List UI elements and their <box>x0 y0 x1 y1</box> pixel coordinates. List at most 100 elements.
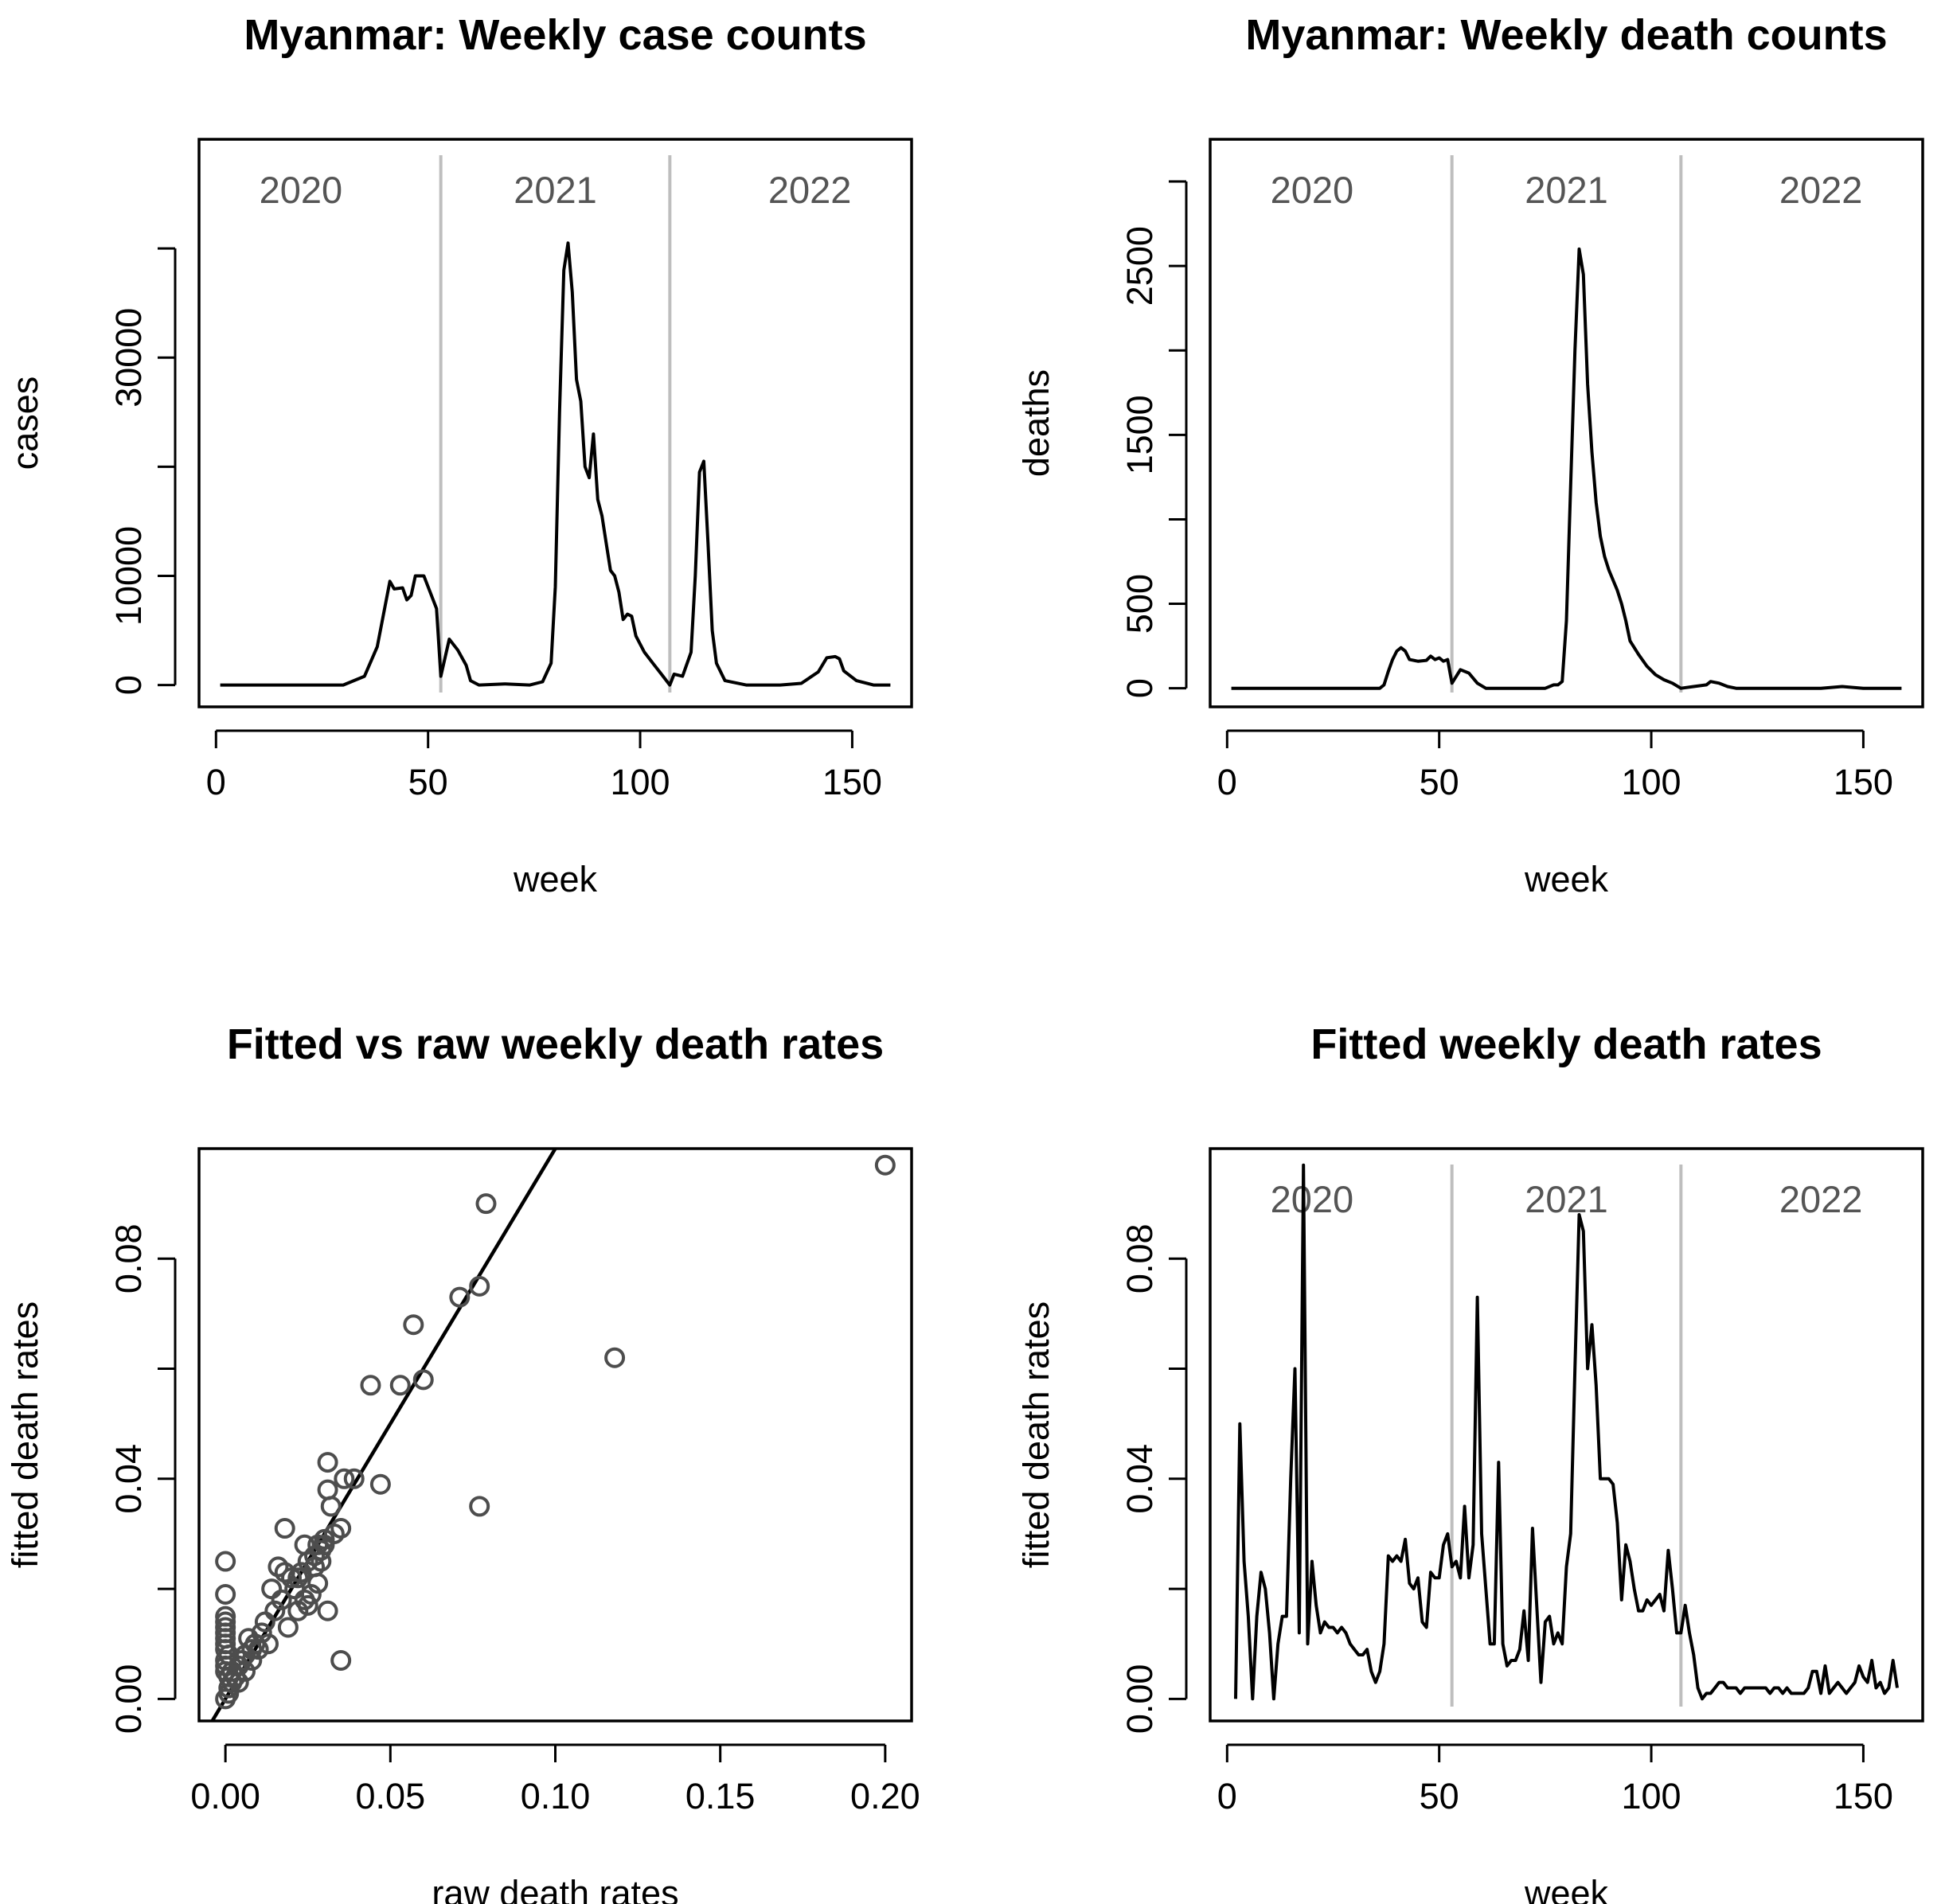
y-axis-label: cases <box>5 377 45 470</box>
scatter-point <box>314 1528 335 1550</box>
scatter-point <box>469 1275 490 1297</box>
scatter-point <box>317 1600 338 1621</box>
scatter-point <box>389 1375 411 1396</box>
scatter-point <box>412 1369 434 1391</box>
panel-scatter: Fitted vs raw weekly death rates raw deat… <box>5 1020 920 1904</box>
y-tick-label: 500 <box>1119 574 1160 634</box>
x-tick-label: 0.10 <box>521 1776 591 1816</box>
y-tick-label: 10000 <box>108 526 149 626</box>
x-tick-label: 0.00 <box>190 1776 260 1816</box>
year-label: 2020 <box>260 169 343 211</box>
y-axis-label: fitted death rates <box>5 1301 45 1568</box>
scatter-point <box>287 1600 309 1621</box>
y-axis-label: deaths <box>1016 369 1056 477</box>
series-line-fitted <box>1234 1163 1899 1701</box>
plot-frame <box>197 138 913 708</box>
panel-deaths: Myanmar: Weekly death counts week deaths 0 5… <box>1016 11 1924 899</box>
x-tick-label: 100 <box>1622 1776 1681 1816</box>
plot-frame <box>197 1147 913 1723</box>
y-tick-label: 0.04 <box>1119 1444 1160 1514</box>
year-label: 2021 <box>514 169 597 211</box>
plot-area: 2020 2021 2022 <box>220 155 891 693</box>
scatter-point <box>241 1649 263 1671</box>
x-tick-label: 0 <box>1217 762 1237 802</box>
chart-title: Fitted weekly death rates <box>1310 1020 1822 1068</box>
x-tick-label: 0.20 <box>850 1776 920 1816</box>
plot-frame <box>1209 1147 1924 1723</box>
chart-title: Myanmar: Weekly case counts <box>244 11 866 59</box>
scatter-point <box>297 1594 318 1616</box>
scatter-point <box>874 1154 896 1176</box>
scatter-point <box>258 1633 279 1655</box>
x-tick-label: 0 <box>1217 1776 1237 1816</box>
y-tick-label: 0.00 <box>108 1664 149 1734</box>
x-tick-label: 0.15 <box>685 1776 756 1816</box>
x-tick-label: 0.05 <box>356 1776 426 1816</box>
plot-area: 2020 2021 2022 <box>1234 1163 1899 1707</box>
chart-title: Fitted vs raw weekly death rates <box>227 1020 884 1068</box>
series-line-deaths <box>1231 247 1902 690</box>
y-tick-label: 0.08 <box>1119 1223 1160 1293</box>
scatter-point <box>261 1578 283 1600</box>
year-label: 2020 <box>1271 169 1354 211</box>
y-tick-label: 0 <box>108 675 149 695</box>
x-tick-label: 50 <box>408 762 448 802</box>
scatter-point <box>228 1672 249 1693</box>
year-label: 2022 <box>768 169 852 211</box>
scatter-point <box>403 1314 424 1336</box>
x-tick-label: 150 <box>1834 1776 1893 1816</box>
scatter-point <box>221 1660 243 1682</box>
year-label: 2021 <box>1525 1178 1608 1220</box>
series-line-cases <box>220 241 891 687</box>
x-tick-label: 100 <box>1622 762 1681 802</box>
scatter-point <box>254 1611 275 1633</box>
scatter-point <box>449 1286 471 1308</box>
scatter-point <box>248 1639 269 1660</box>
scatter-point <box>317 1452 338 1473</box>
scatter-point <box>294 1534 315 1555</box>
scatter-point <box>291 1562 312 1583</box>
y-tick-label: 0.08 <box>108 1223 149 1293</box>
x-axis-label: week <box>513 859 598 899</box>
x-tick-label: 100 <box>611 762 670 802</box>
scatter-point <box>469 1496 490 1517</box>
scatter-point <box>215 1551 236 1572</box>
y-tick-label: 30000 <box>108 308 149 408</box>
scatter-point <box>343 1468 365 1489</box>
scatter-point <box>235 1660 256 1682</box>
y-tick-label: 0.04 <box>108 1444 149 1514</box>
plot-area: 2020 2021 2022 <box>1231 155 1902 693</box>
x-tick-label: 0 <box>206 762 226 802</box>
y-tick-label: 0 <box>1119 678 1160 698</box>
scatter-point <box>330 1649 352 1671</box>
year-label: 2021 <box>1525 169 1608 211</box>
scatter-point <box>360 1375 381 1396</box>
year-label: 2020 <box>1271 1178 1354 1220</box>
scatter-point <box>277 1617 299 1638</box>
x-axis-label: week <box>1524 859 1609 899</box>
y-tick-label: 2500 <box>1119 226 1160 306</box>
scatter-point <box>475 1193 497 1215</box>
y-tick-label: 0.00 <box>1119 1664 1160 1734</box>
y-axis-label: fitted death rates <box>1016 1301 1056 1568</box>
x-tick-label: 150 <box>1834 762 1893 802</box>
x-tick-label: 50 <box>1420 1776 1459 1816</box>
scatter-point <box>268 1556 289 1578</box>
scatter-point <box>604 1347 626 1368</box>
panel-cases: Myanmar: Weekly case counts week cases 0 50 1… <box>5 11 913 899</box>
scatter-point <box>334 1468 355 1489</box>
x-axis-label: raw death rates <box>432 1873 678 1904</box>
panel-fitted: Fitted weekly death rates week fitted deat… <box>1016 1020 1924 1904</box>
x-tick-label: 150 <box>822 762 882 802</box>
scatter-point <box>317 1479 338 1500</box>
x-axis-label: week <box>1524 1873 1609 1904</box>
scatter-point <box>369 1473 391 1495</box>
y-tick-label: 1500 <box>1119 395 1160 474</box>
scatter-point <box>215 1583 236 1605</box>
year-label: 2022 <box>1779 1178 1863 1220</box>
plot-area <box>209 1149 896 1721</box>
chart-title: Myanmar: Weekly death counts <box>1245 11 1887 59</box>
plot-frame <box>1209 138 1924 708</box>
x-tick-label: 50 <box>1420 762 1459 802</box>
